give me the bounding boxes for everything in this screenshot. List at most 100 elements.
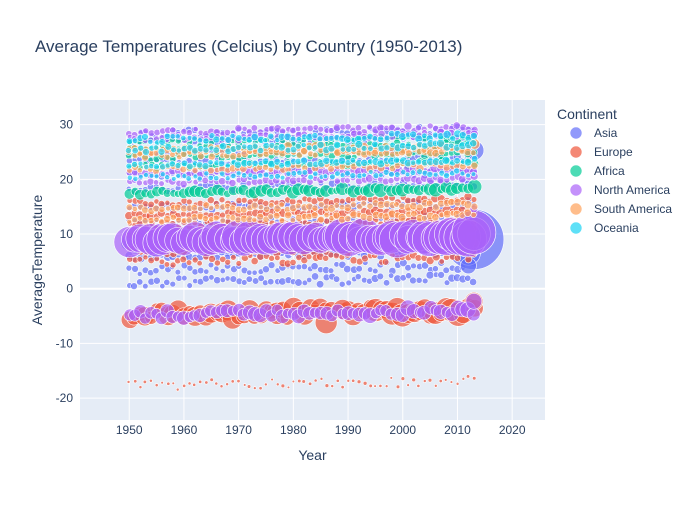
data-point bbox=[207, 261, 215, 269]
y-tick-label: 10 bbox=[60, 227, 74, 241]
data-point bbox=[125, 203, 134, 211]
data-point bbox=[218, 196, 226, 204]
data-point bbox=[186, 282, 193, 289]
data-point bbox=[207, 174, 214, 181]
data-point bbox=[224, 136, 233, 144]
data-point bbox=[187, 381, 192, 386]
data-point bbox=[131, 265, 139, 273]
data-point bbox=[169, 261, 177, 269]
data-point bbox=[258, 386, 263, 391]
data-point bbox=[366, 123, 373, 131]
data-point bbox=[230, 172, 237, 179]
data-point bbox=[394, 171, 401, 178]
data-point bbox=[250, 124, 258, 132]
data-point bbox=[190, 204, 198, 212]
data-point bbox=[233, 160, 242, 169]
data-point bbox=[263, 171, 270, 179]
data-point bbox=[275, 382, 280, 387]
data-point bbox=[344, 215, 352, 223]
data-point bbox=[312, 170, 319, 177]
data-point bbox=[202, 201, 211, 209]
data-point bbox=[354, 273, 362, 281]
data-point bbox=[301, 379, 306, 384]
data-point bbox=[343, 203, 352, 212]
data-point bbox=[343, 135, 352, 144]
data-point bbox=[301, 169, 308, 176]
data-point bbox=[143, 172, 149, 178]
data-point bbox=[316, 135, 324, 143]
data-point bbox=[438, 258, 445, 265]
data-point bbox=[436, 138, 445, 148]
data-point bbox=[158, 258, 165, 265]
legend-item[interactable]: Asia bbox=[569, 126, 618, 140]
data-point bbox=[225, 382, 229, 387]
data-point bbox=[201, 162, 210, 170]
data-point bbox=[256, 212, 264, 221]
legend-item[interactable]: Africa bbox=[569, 164, 625, 178]
data-point bbox=[436, 176, 445, 184]
data-point bbox=[453, 254, 462, 262]
data-point bbox=[328, 134, 335, 142]
data-point bbox=[449, 380, 454, 384]
legend-title: Continent bbox=[557, 106, 617, 122]
data-point bbox=[294, 202, 302, 210]
data-point bbox=[289, 145, 298, 154]
data-point bbox=[405, 149, 413, 158]
data-point bbox=[339, 146, 347, 153]
data-point bbox=[264, 382, 268, 387]
data-point bbox=[443, 279, 451, 286]
data-point bbox=[234, 124, 243, 133]
data-point bbox=[224, 258, 231, 266]
data-point bbox=[349, 157, 356, 164]
data-point bbox=[171, 381, 175, 385]
data-point bbox=[301, 279, 308, 286]
data-point bbox=[351, 378, 356, 383]
data-point bbox=[345, 279, 352, 287]
data-point bbox=[185, 129, 193, 137]
data-point bbox=[280, 383, 286, 389]
data-point bbox=[362, 381, 368, 386]
data-point bbox=[323, 212, 330, 219]
data-point bbox=[179, 180, 188, 188]
data-point bbox=[250, 257, 259, 266]
legend-item[interactable]: Oceania bbox=[569, 221, 639, 235]
data-point bbox=[306, 124, 314, 133]
data-point bbox=[267, 213, 274, 220]
data-point bbox=[311, 204, 319, 212]
data-point bbox=[246, 384, 252, 389]
data-point bbox=[471, 155, 479, 163]
data-point bbox=[186, 162, 194, 170]
legend-label: Asia bbox=[594, 126, 618, 140]
data-point bbox=[245, 180, 252, 187]
data-point bbox=[174, 269, 182, 276]
data-point bbox=[191, 167, 199, 174]
data-point bbox=[278, 217, 286, 224]
legend-item[interactable]: North America bbox=[569, 183, 670, 197]
data-point bbox=[164, 199, 171, 206]
data-point bbox=[141, 206, 149, 214]
data-point bbox=[415, 124, 422, 132]
data-point bbox=[441, 156, 451, 165]
data-point bbox=[170, 146, 177, 154]
data-point bbox=[372, 172, 380, 179]
data-point bbox=[344, 177, 351, 184]
legend-item[interactable]: Europe bbox=[569, 145, 633, 159]
legend-item[interactable]: South America bbox=[569, 202, 672, 216]
data-point bbox=[180, 135, 187, 142]
data-point bbox=[472, 376, 477, 381]
data-point bbox=[268, 202, 275, 209]
data-point bbox=[219, 255, 227, 263]
legend-marker bbox=[569, 221, 583, 235]
x-tick-label: 2000 bbox=[389, 423, 416, 437]
data-point bbox=[164, 174, 170, 181]
data-point bbox=[147, 217, 155, 224]
data-point bbox=[300, 256, 309, 265]
data-point bbox=[306, 144, 313, 151]
data-point bbox=[410, 210, 418, 218]
data-point bbox=[360, 145, 368, 152]
data-point bbox=[219, 217, 226, 224]
data-point bbox=[241, 143, 248, 150]
data-point bbox=[344, 123, 352, 131]
data-point bbox=[136, 271, 143, 277]
data-point bbox=[235, 143, 242, 151]
